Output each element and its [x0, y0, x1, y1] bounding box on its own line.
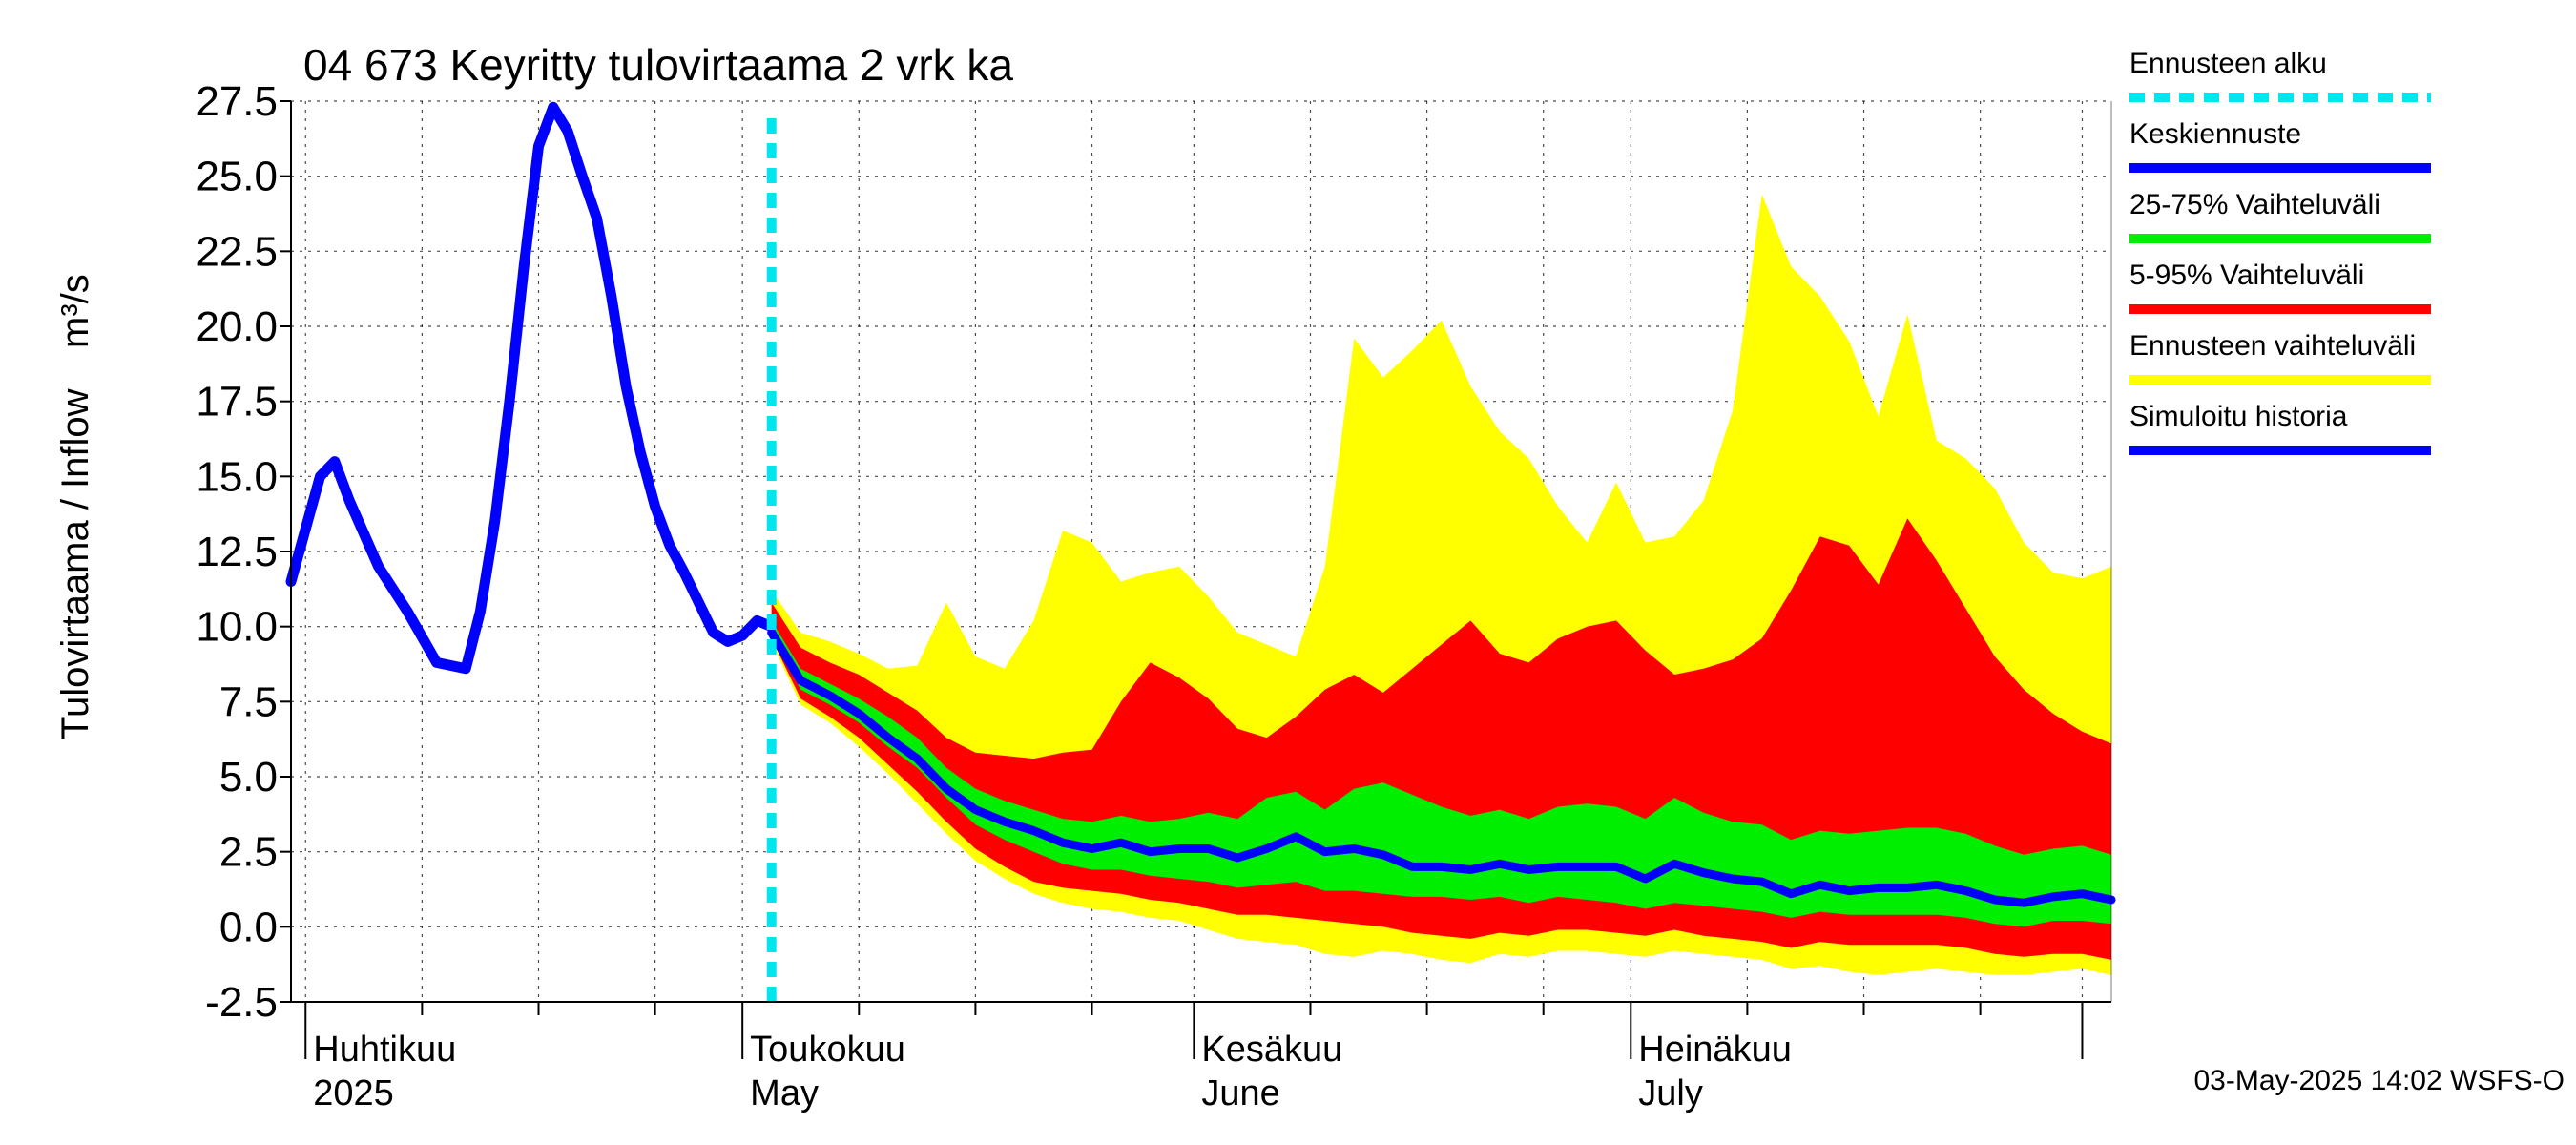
- forecast-bands: [771, 194, 2112, 975]
- y-axis-label: Tulovirtaama / Inflow: [54, 388, 96, 739]
- history-line: [285, 101, 778, 675]
- y-tick-label: 12.5: [196, 529, 278, 575]
- y-tick-label: 2.5: [219, 829, 278, 876]
- y-tick-label: 10.0: [196, 604, 278, 651]
- band-25-75: [771, 620, 2112, 927]
- y-tick-label: -2.5: [205, 979, 278, 1026]
- legend: Ennusteen alku Keskiennuste 25-75% Vaihtel…: [2129, 48, 2431, 455]
- x-month-label: Heinäkuu: [1638, 1030, 1792, 1070]
- x-year-label: June: [1201, 1073, 1279, 1114]
- legend-label: 25-75% Vaihteluväli: [2129, 189, 2380, 220]
- x-year-label: 2025: [313, 1073, 394, 1114]
- x-year-label: May: [750, 1073, 819, 1114]
- y-tick-label: 27.5: [196, 78, 278, 125]
- footer-timestamp: 03-May-2025 14:02 WSFS-O: [2194, 1065, 2566, 1096]
- y-tick-label: 17.5: [196, 379, 278, 426]
- median-forecast-line: [767, 628, 2116, 907]
- series-lines: [285, 101, 2116, 1002]
- x-month-label: Kesäkuu: [1201, 1030, 1342, 1070]
- axes: -2.5 0.0 2.5 5.0 7.5 10.0 12.5 15.0 17.5 20.0 22.5…: [196, 78, 2112, 1114]
- y-tick-label: 22.5: [196, 228, 278, 275]
- y-axis-unit: m³/s: [54, 274, 96, 348]
- y-tick-label: 20.0: [196, 303, 278, 350]
- x-year-label: July: [1638, 1073, 1703, 1114]
- chart-title: 04 673 Keyritty tulovirtaama 2 vrk ka: [303, 40, 1013, 90]
- legend-label: Keskiennuste: [2129, 118, 2301, 150]
- legend-label: Simuloitu historia: [2129, 401, 2348, 432]
- legend-label: Ennusteen alku: [2129, 48, 2327, 79]
- y-tick-label: 0.0: [219, 904, 278, 950]
- y-tick-label: 15.0: [196, 453, 278, 500]
- x-month-label: Huhtikuu: [313, 1030, 456, 1070]
- y-tick-label: 7.5: [219, 678, 278, 725]
- x-month-label: Toukokuu: [750, 1030, 905, 1070]
- y-tick-label: 5.0: [219, 754, 278, 801]
- legend-label: Ennusteen vaihteluväli: [2129, 330, 2416, 362]
- y-tick-label: 25.0: [196, 154, 278, 200]
- legend-label: 5-95% Vaihteluväli: [2129, 260, 2364, 291]
